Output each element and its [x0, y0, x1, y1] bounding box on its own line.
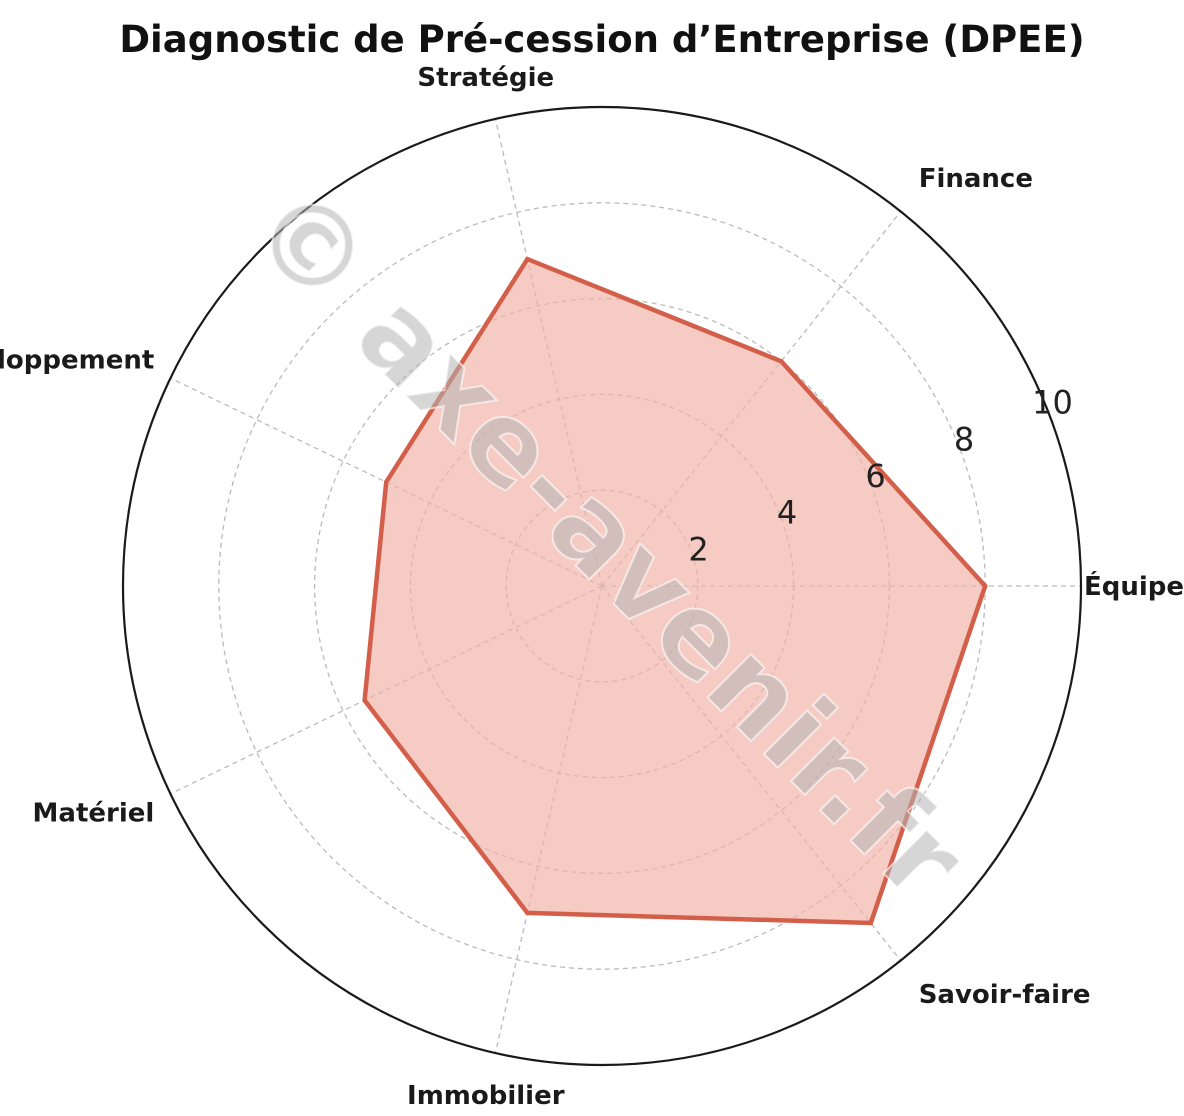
grid-spoke-4 — [170, 585, 603, 795]
data-point-0 — [983, 583, 988, 589]
chart-title: Diagnostic de Pré-cession d’Entreprise (… — [119, 18, 1084, 61]
data-point-6 — [868, 920, 873, 926]
tick-label-6: 6 — [865, 457, 885, 495]
grid-spoke-5 — [494, 585, 603, 1054]
grid-spoke-3 — [170, 377, 603, 587]
axis-label-4: Matériel — [33, 799, 155, 829]
axis-labels: Équipe Finance Stratégie Développement Matér… — [0, 63, 1184, 1111]
axis-label-6: Savoir-faire — [919, 980, 1091, 1010]
grid-spoke-2 — [494, 118, 603, 587]
axis-label-5: Immobilier — [407, 1081, 565, 1111]
axis-label-0: Équipe — [1084, 570, 1184, 602]
radar-data — [362, 256, 988, 926]
tick-label-2: 2 — [688, 530, 708, 568]
data-point-2 — [525, 256, 530, 262]
axis-label-2: Stratégie — [417, 63, 554, 93]
outer-circle — [121, 105, 1083, 1067]
data-series-polygon — [362, 256, 988, 926]
axis-label-3: Développement — [0, 346, 154, 376]
data-point-3 — [384, 479, 389, 485]
tick-label-10: 10 — [1032, 384, 1073, 422]
data-point-1 — [778, 359, 784, 364]
axis-label-1: Finance — [919, 164, 1033, 194]
tick-label-8: 8 — [954, 420, 974, 458]
grid-spoke-1 — [601, 211, 902, 587]
tick-label-4: 4 — [777, 494, 797, 532]
radial-tick-labels: 2 4 6 8 10 — [688, 384, 1073, 569]
data-point-4 — [362, 698, 367, 703]
data-point-5 — [525, 910, 530, 916]
